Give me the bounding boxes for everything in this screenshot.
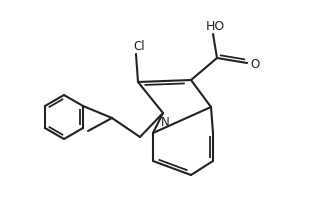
- Text: N: N: [161, 116, 169, 129]
- Text: O: O: [250, 58, 260, 71]
- Text: Cl: Cl: [133, 40, 145, 53]
- Text: HO: HO: [205, 20, 225, 32]
